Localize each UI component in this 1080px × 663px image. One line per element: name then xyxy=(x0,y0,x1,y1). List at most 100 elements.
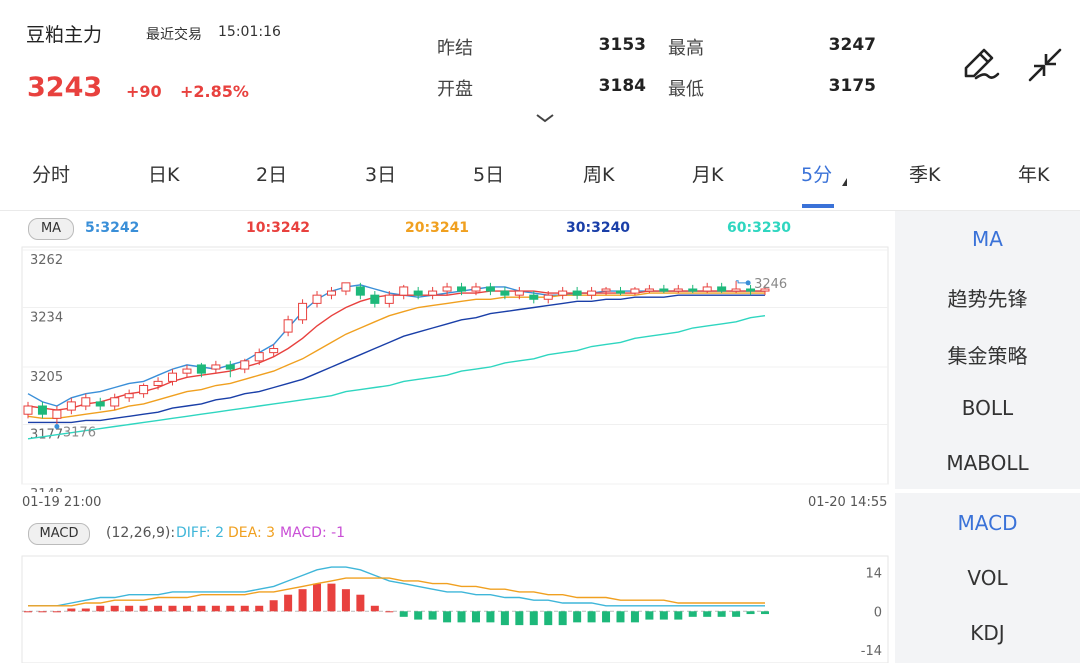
macd-bar xyxy=(313,583,322,612)
macd-chip[interactable]: MACD xyxy=(28,523,90,545)
macd-bar xyxy=(139,605,148,612)
candle xyxy=(153,377,163,390)
low-value: 3175 xyxy=(828,76,876,96)
candle xyxy=(673,284,683,294)
candle xyxy=(23,401,33,419)
candle xyxy=(428,286,438,300)
expand-chevron-icon[interactable] xyxy=(535,112,555,124)
macd-params: (12,26,9): xyxy=(106,525,176,541)
indicator-boll[interactable]: BOLL xyxy=(961,396,1014,420)
candle-body xyxy=(153,380,163,386)
candle xyxy=(514,286,524,300)
candle-body xyxy=(211,364,221,370)
tab-daily-k[interactable]: 日K xyxy=(148,164,180,186)
candle-body xyxy=(399,286,409,296)
macd-bar xyxy=(761,611,769,615)
ma20-line xyxy=(27,292,765,420)
candle xyxy=(211,360,221,374)
candle-body xyxy=(630,288,640,294)
macd-bar xyxy=(414,611,423,620)
macd-bar xyxy=(370,605,379,612)
ma20-value: 20:3241 xyxy=(405,220,470,236)
dea-line xyxy=(28,577,765,607)
collapse-icon[interactable] xyxy=(1026,46,1064,84)
candle-body xyxy=(168,372,178,382)
candle xyxy=(341,282,351,296)
candle xyxy=(760,284,770,296)
macd-bar xyxy=(110,605,119,612)
tab-5day[interactable]: 5日 xyxy=(473,164,505,186)
y-tick-label: 3262 xyxy=(30,253,63,268)
candlestick-chart[interactable]: 3262 3234 3205 3177 3148 3246 3176 xyxy=(0,240,895,492)
min-marker-dot xyxy=(54,424,60,430)
candle-body xyxy=(298,302,308,321)
candle xyxy=(110,393,120,411)
macd-bar xyxy=(385,611,394,613)
indicator-gold-strategy[interactable]: 集金策略 xyxy=(947,344,1028,368)
macd-bar xyxy=(38,611,47,613)
candle-body xyxy=(240,360,250,370)
ma60-value: 60:3230 xyxy=(727,220,792,236)
tab-yearly-k[interactable]: 年K xyxy=(1018,164,1050,186)
period-tabs: 分时 日K 2日 3日 5日 周K 月K 5分 季K 年K xyxy=(0,150,1080,210)
candle-body xyxy=(587,290,597,296)
macd-bar xyxy=(298,589,307,612)
draw-pen-icon[interactable] xyxy=(958,44,1000,86)
last-trade-time: 15:01:16 xyxy=(218,24,281,40)
tab-monthly-k[interactable]: 月K xyxy=(692,164,724,186)
candle xyxy=(529,291,539,304)
tab-3day[interactable]: 3日 xyxy=(365,164,397,186)
ma10-line xyxy=(27,290,765,411)
macd-y-tick-label: 0 xyxy=(874,605,882,620)
caret-icon xyxy=(842,178,847,186)
macd-chart[interactable]: 14 0 -14 xyxy=(0,550,895,663)
tab-intraday[interactable]: 分时 xyxy=(32,164,71,186)
indicator-kdj[interactable]: KDJ xyxy=(970,621,1005,645)
tab-5min[interactable]: 5分 xyxy=(801,164,833,186)
indicator-macd[interactable]: MACD xyxy=(957,511,1018,535)
candle xyxy=(457,282,467,296)
candle-body xyxy=(269,348,279,354)
macd-value: MACD: -1 xyxy=(280,525,346,541)
indicator-maboll[interactable]: MABOLL xyxy=(946,451,1029,475)
macd-bar xyxy=(356,594,365,612)
macd-bar xyxy=(96,605,105,612)
macd-bar xyxy=(630,611,639,623)
min-annotation: 3176 xyxy=(63,426,96,441)
candle xyxy=(182,364,192,378)
macd-bar xyxy=(674,611,683,620)
macd-bar xyxy=(67,608,76,612)
macd-bar xyxy=(52,611,61,613)
indicator-ma[interactable]: MA xyxy=(972,227,1003,251)
main-indicator-panel: MA 趋势先锋 集金策略 BOLL MABOLL xyxy=(895,211,1080,489)
price-change: +90 xyxy=(126,82,162,101)
macd-bar xyxy=(327,583,336,612)
max-marker-line xyxy=(736,280,747,284)
candle-body xyxy=(81,397,91,407)
high-label: 最高 xyxy=(668,38,704,59)
candle xyxy=(471,282,481,296)
ma-chip[interactable]: MA xyxy=(28,218,74,240)
candle-body xyxy=(457,286,467,292)
prev-settle-value: 3153 xyxy=(598,35,646,55)
macd-bar xyxy=(515,611,524,626)
macd-bar xyxy=(211,605,220,612)
macd-bar xyxy=(616,611,625,623)
tab-weekly-k[interactable]: 周K xyxy=(583,164,615,186)
macd-bar xyxy=(717,611,726,617)
macd-frame xyxy=(21,555,889,663)
candle xyxy=(717,282,727,294)
candle xyxy=(355,282,365,300)
candle xyxy=(283,315,293,337)
macd-bar xyxy=(240,605,249,612)
indicator-vol[interactable]: VOL xyxy=(967,566,1008,590)
tab-2day[interactable]: 2日 xyxy=(256,164,288,186)
indicator-trend-pioneer[interactable]: 趋势先锋 xyxy=(947,287,1028,311)
candle-body xyxy=(615,290,625,294)
macd-bar xyxy=(602,611,611,623)
macd-bar xyxy=(587,611,596,623)
tab-quarterly-k[interactable]: 季K xyxy=(909,164,941,186)
contract-title: 豆粕主力 xyxy=(26,24,103,46)
candle-body xyxy=(52,409,62,419)
macd-bar xyxy=(24,611,32,613)
